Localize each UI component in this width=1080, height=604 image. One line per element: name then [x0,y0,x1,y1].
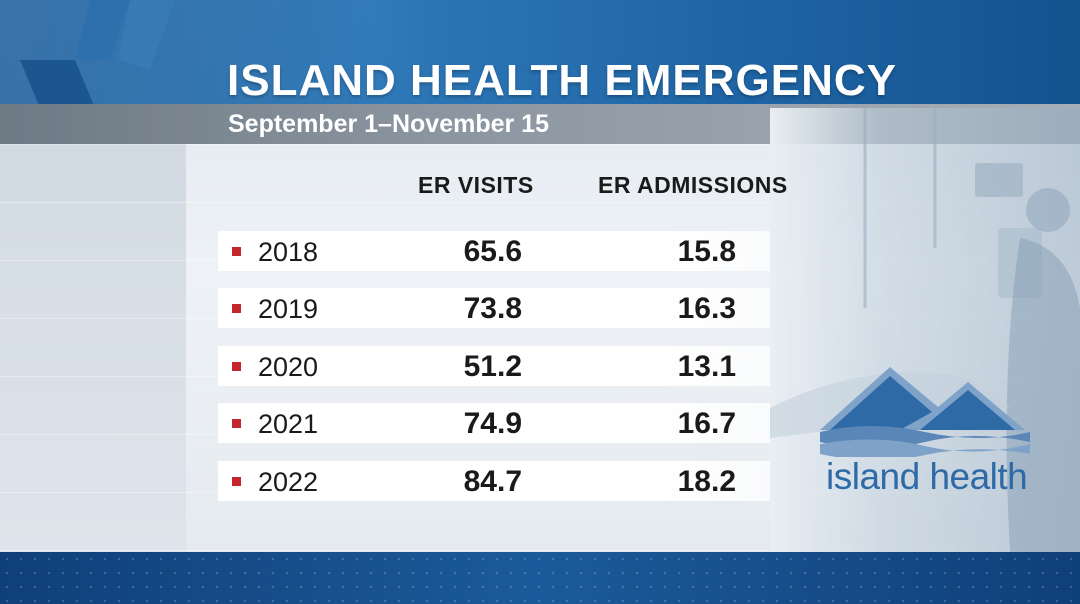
bullet-icon [232,419,241,428]
table-row: 2022 84.7 18.2 [218,461,770,501]
hospital-photo [770,108,1080,552]
bullet-icon [232,304,241,313]
er-visits-value: 65.6 [463,235,522,268]
row-year: 2020 [258,352,319,382]
row-year: 2018 [258,237,319,267]
left-panel [0,144,186,552]
er-admissions-value: 16.7 [677,407,736,440]
header-band [0,0,1080,108]
footer-band [0,552,1080,604]
table-row: 2021 74.9 16.7 [218,403,770,443]
er-visits-value: 84.7 [463,465,522,498]
row-year: 2021 [258,409,319,439]
chevron-decoration-icon [20,0,175,108]
er-admissions-value: 15.8 [677,235,736,268]
bullet-icon [232,477,241,486]
bullet-icon [232,247,241,256]
table-row: 2020 51.2 13.1 [218,346,770,386]
island-health-logo-icon [820,367,1030,457]
table-row: 2019 73.8 16.3 [218,288,770,328]
row-year: 2022 [258,467,319,497]
er-visits-value: 74.9 [463,407,522,440]
er-visits-value: 73.8 [463,292,522,325]
column-header-er-visits: ER VISITS [418,172,534,198]
table-row: 2018 65.6 15.8 [218,231,770,271]
er-admissions-value: 13.1 [677,350,736,383]
er-admissions-value: 16.3 [677,292,736,325]
bullet-icon [232,362,241,371]
row-year: 2019 [258,294,319,324]
er-visits-value: 51.2 [463,350,522,383]
er-admissions-value: 18.2 [677,465,736,498]
page-title: ISLAND HEALTH EMERGENCY [227,56,897,105]
date-range-subtitle: September 1–November 15 [228,110,549,138]
column-header-er-admissions: ER ADMISSIONS [598,172,788,198]
logo-text: island health [826,456,1028,497]
